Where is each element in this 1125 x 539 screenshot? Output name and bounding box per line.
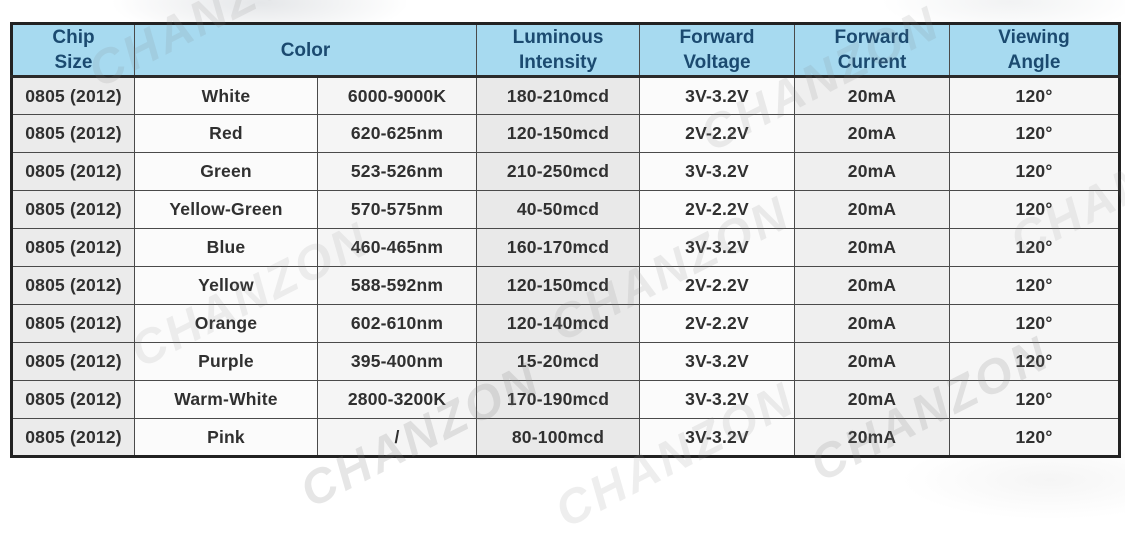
cell-luminous-intensity: 170-190mcd — [476, 380, 641, 420]
cell-forward-voltage: 2V-2.2V — [639, 266, 796, 306]
table-row: 0805 (2012) Yellow 588-592nm 120-150mcd 2V-2… — [11, 266, 1121, 306]
cell-chip-size: 0805 (2012) — [11, 342, 135, 382]
cell-color-name: Warm-White — [134, 380, 318, 420]
cell-forward-current: 20mA — [794, 190, 951, 230]
cell-color-value: 2800-3200K — [316, 380, 478, 420]
cell-chip-size: 0805 (2012) — [11, 418, 135, 458]
table-row: 0805 (2012) Blue 460-465nm 160-170mcd 3V-3.2… — [11, 228, 1121, 268]
col-header-label: Chip Size — [52, 27, 95, 74]
cell-color-value: 588-592nm — [316, 266, 478, 306]
cell-color-name: Pink — [134, 418, 318, 458]
col-header-label: Forward Current — [834, 27, 910, 74]
cell-luminous-intensity: 120-150mcd — [476, 266, 641, 306]
cell-color-name: Orange — [134, 304, 318, 344]
cell-luminous-intensity: 80-100mcd — [476, 418, 641, 458]
cell-forward-voltage: 2V-2.2V — [639, 190, 796, 230]
cell-forward-current: 20mA — [794, 152, 951, 192]
table-row: 0805 (2012) Green 523-526nm 210-250mcd 3V-3.… — [11, 152, 1121, 192]
cell-luminous-intensity: 120-150mcd — [476, 114, 641, 154]
cell-forward-voltage: 2V-2.2V — [639, 304, 796, 344]
cell-viewing-angle: 120° — [949, 380, 1121, 420]
cell-viewing-angle: 120° — [949, 342, 1121, 382]
cell-viewing-angle: 120° — [949, 304, 1121, 344]
cell-forward-voltage: 3V-3.2V — [639, 152, 796, 192]
cell-chip-size: 0805 (2012) — [11, 380, 135, 420]
cell-color-value: 523-526nm — [316, 152, 478, 192]
led-spec-table: Chip Size Color Luminous Intensity Forwa… — [10, 22, 1122, 459]
cell-viewing-angle: 120° — [949, 266, 1121, 306]
table-row: 0805 (2012) White 6000-9000K 180-210mcd 3V-3… — [11, 76, 1121, 116]
cell-chip-size: 0805 (2012) — [11, 304, 135, 344]
cell-forward-voltage: 3V-3.2V — [639, 418, 796, 458]
cell-forward-voltage: 3V-3.2V — [639, 380, 796, 420]
cell-forward-current: 20mA — [794, 418, 951, 458]
cell-forward-current: 20mA — [794, 76, 951, 116]
cell-color-name: White — [134, 76, 318, 116]
table-row: 0805 (2012) Yellow-Green 570-575nm 40-50mcd… — [11, 190, 1121, 230]
table-header: Chip Size Color Luminous Intensity Forwa… — [11, 22, 1121, 79]
table-row: 0805 (2012) Warm-White 2800-3200K 170-190mc… — [11, 380, 1121, 420]
cell-luminous-intensity: 40-50mcd — [476, 190, 641, 230]
cell-viewing-angle: 120° — [949, 114, 1121, 154]
cell-luminous-intensity: 120-140mcd — [476, 304, 641, 344]
col-header-luminous-intensity: Luminous Intensity — [476, 22, 641, 79]
col-header-viewing-angle: Viewing Angle — [949, 22, 1121, 79]
table-row: 0805 (2012) Purple 395-400nm 15-20mcd 3V-3.2… — [11, 342, 1121, 382]
cell-forward-current: 20mA — [794, 114, 951, 154]
cell-color-value: 6000-9000K — [316, 76, 478, 116]
cell-color-value: 602-610nm — [316, 304, 478, 344]
cell-color-name: Green — [134, 152, 318, 192]
table-row: 0805 (2012) Red 620-625nm 120-150mcd 2V-2.2V… — [11, 114, 1121, 154]
cell-forward-current: 20mA — [794, 380, 951, 420]
cell-forward-current: 20mA — [794, 228, 951, 268]
table-row: 0805 (2012) Pink/80-100mcd 3V-3.2V 20mA 120° — [11, 418, 1121, 458]
cell-chip-size: 0805 (2012) — [11, 190, 135, 230]
cell-color-name: Purple — [134, 342, 318, 382]
cell-forward-current: 20mA — [794, 266, 951, 306]
cell-color-name: Blue — [134, 228, 318, 268]
cell-color-value: 620-625nm — [316, 114, 478, 154]
col-header-label: Color — [280, 39, 331, 61]
cell-forward-current: 20mA — [794, 342, 951, 382]
cell-color-value: 570-575nm — [316, 190, 478, 230]
col-header-label: Viewing Angle — [998, 27, 1070, 74]
table-body: 0805 (2012) White 6000-9000K 180-210mcd 3V-3… — [11, 76, 1121, 458]
cell-chip-size: 0805 (2012) — [11, 114, 135, 154]
cell-color-name: Yellow-Green — [134, 190, 318, 230]
cell-viewing-angle: 120° — [949, 152, 1121, 192]
cell-chip-size: 0805 (2012) — [11, 266, 135, 306]
cell-viewing-angle: 120° — [949, 228, 1121, 268]
cell-luminous-intensity: 210-250mcd — [476, 152, 641, 192]
cell-viewing-angle: 120° — [949, 76, 1121, 116]
header-row: Chip Size Color Luminous Intensity Forwa… — [11, 22, 1121, 79]
cell-luminous-intensity: 15-20mcd — [476, 342, 641, 382]
col-header-label: Luminous Intensity — [512, 27, 604, 74]
cell-viewing-angle: 120° — [949, 190, 1121, 230]
table-row: 0805 (2012) Orange 602-610nm 120-140mcd 2V-2… — [11, 304, 1121, 344]
cell-color-value: / — [316, 418, 478, 458]
cell-color-name: Yellow — [134, 266, 318, 306]
cell-luminous-intensity: 180-210mcd — [476, 76, 641, 116]
col-header-forward-voltage: Forward Voltage — [639, 22, 796, 79]
cell-chip-size: 0805 (2012) — [11, 228, 135, 268]
cell-chip-size: 0805 (2012) — [11, 76, 135, 116]
col-header-color: Color — [133, 22, 478, 79]
col-header-chip-size: Chip Size — [11, 22, 135, 79]
col-header-forward-current: Forward Current — [794, 22, 951, 79]
cell-color-value: 460-465nm — [316, 228, 478, 268]
cell-chip-size: 0805 (2012) — [11, 152, 135, 192]
cell-forward-voltage: 2V-2.2V — [639, 114, 796, 154]
cell-viewing-angle: 120° — [949, 418, 1121, 458]
cell-forward-current: 20mA — [794, 304, 951, 344]
col-header-label: Forward Voltage — [679, 27, 755, 74]
cell-color-name: Red — [134, 114, 318, 154]
cell-forward-voltage: 3V-3.2V — [639, 342, 796, 382]
cell-forward-voltage: 3V-3.2V — [639, 76, 796, 116]
cell-color-value: 395-400nm — [316, 342, 478, 382]
cell-luminous-intensity: 160-170mcd — [476, 228, 641, 268]
cell-forward-voltage: 3V-3.2V — [639, 228, 796, 268]
